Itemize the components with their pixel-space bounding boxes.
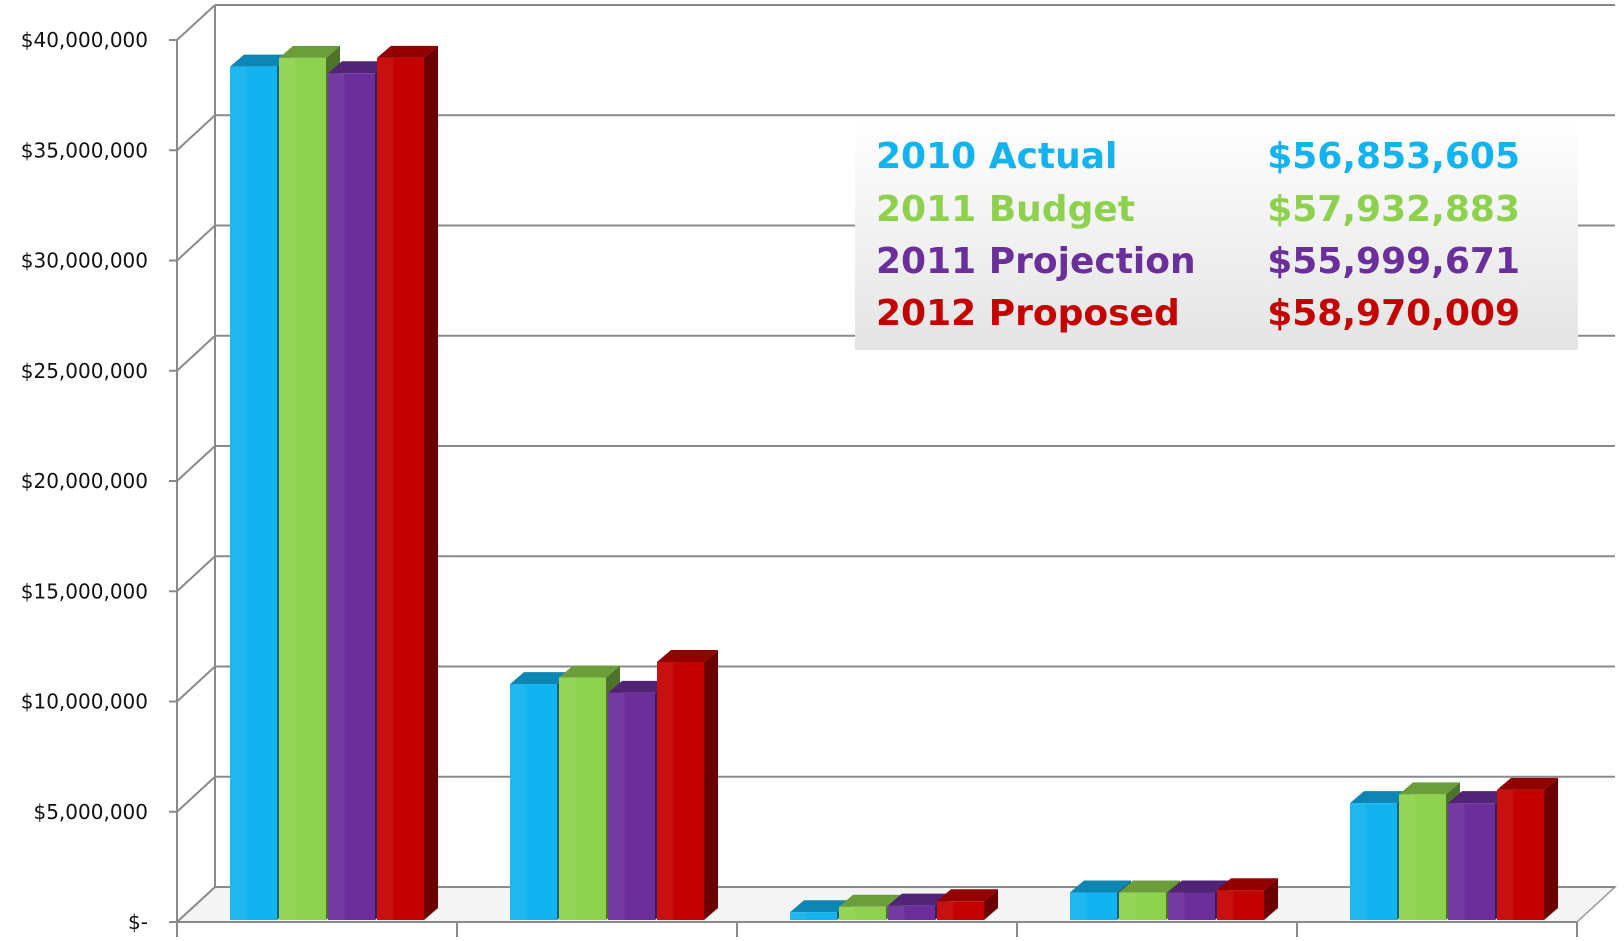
bar xyxy=(377,45,438,921)
bar-top xyxy=(790,900,851,913)
bar-highlight xyxy=(608,692,625,920)
gridline-depth xyxy=(176,114,216,151)
bar-highlight xyxy=(279,57,296,921)
bar-highlight xyxy=(377,57,394,921)
bar-highlight xyxy=(230,66,247,921)
gridline-depth xyxy=(176,886,216,923)
bar-top xyxy=(1168,880,1229,893)
bar-top xyxy=(1497,777,1558,790)
bar xyxy=(1217,878,1278,920)
y-tick-label: $20,000,000 xyxy=(21,469,148,493)
bar-highlight xyxy=(1448,803,1465,920)
bar-top xyxy=(510,672,571,685)
bar-highlight xyxy=(1217,890,1234,920)
bar-highlight xyxy=(510,684,527,920)
legend-box xyxy=(855,118,1578,350)
bar-top xyxy=(1350,791,1411,804)
gridline-depth xyxy=(176,555,216,592)
bar-top xyxy=(1119,880,1180,893)
bar-highlight xyxy=(1497,789,1514,920)
gridline-depth xyxy=(176,665,216,703)
bar-top xyxy=(839,894,900,907)
bar-top xyxy=(230,54,291,67)
y-tick-label: $40,000,000 xyxy=(21,28,148,52)
bar-side xyxy=(704,650,718,920)
gridline-depth xyxy=(176,776,216,813)
bar-side xyxy=(984,889,998,920)
bar-side xyxy=(1544,777,1558,920)
bar-side xyxy=(1264,878,1278,920)
y-tick-label: $- xyxy=(128,910,148,934)
bar-highlight xyxy=(1399,794,1416,920)
legend-total-2011-budget: $57,932,883 xyxy=(1267,189,1520,230)
y-tick-label: $10,000,000 xyxy=(21,690,148,714)
bar-highlight xyxy=(328,73,345,920)
legend-total-2012-proposed: $58,970,009 xyxy=(1267,293,1520,334)
bar-side xyxy=(424,45,438,921)
bar-front xyxy=(790,912,837,920)
legend-total-2011-projection: $55,999,671 xyxy=(1267,241,1520,282)
bar-highlight xyxy=(1350,803,1367,920)
bar-highlight xyxy=(559,677,576,920)
legend: 2010 Actual $56,853,605 2011 Budget $57,… xyxy=(855,118,1578,350)
bar-top xyxy=(377,45,438,58)
gridline-depth xyxy=(176,224,216,262)
bar-top xyxy=(657,650,718,663)
y-tick-label: $25,000,000 xyxy=(21,359,148,383)
bar-highlight xyxy=(839,906,856,920)
bar-highlight xyxy=(657,662,674,920)
y-tick-label: $5,000,000 xyxy=(33,800,148,824)
bar-top xyxy=(1217,878,1278,891)
bar-top xyxy=(1070,880,1131,893)
gridline-depth xyxy=(176,445,216,482)
legend-label-2011-projection: 2011 Projection xyxy=(876,241,1196,282)
y-tick-label: $35,000,000 xyxy=(21,138,148,162)
bar xyxy=(1497,777,1558,920)
legend-label-2012-proposed: 2012 Proposed xyxy=(876,293,1180,334)
bar-top xyxy=(937,889,998,902)
bar-top xyxy=(328,61,389,74)
bar-highlight xyxy=(790,912,807,920)
bar-top xyxy=(888,893,949,906)
bar-top xyxy=(608,680,669,693)
bars xyxy=(230,45,1558,921)
gridline-depth xyxy=(176,335,216,372)
bar-highlight xyxy=(937,901,954,920)
bar-highlight xyxy=(1119,892,1136,920)
bar-highlight xyxy=(1070,892,1087,920)
bar-top xyxy=(1448,791,1509,804)
bar xyxy=(937,889,998,920)
bar-top xyxy=(1399,782,1460,795)
bar-top xyxy=(279,45,340,58)
legend-label-2011-budget: 2011 Budget xyxy=(876,189,1135,230)
legend-total-2010-actual: $56,853,605 xyxy=(1267,136,1520,177)
y-axis: $- $5,000,000 $10,000,000 $15,000,000 $20,00… xyxy=(21,28,1578,937)
bar xyxy=(657,650,718,920)
y-tick-label: $15,000,000 xyxy=(21,579,148,603)
bar-highlight xyxy=(888,905,905,920)
y-tick-label: $30,000,000 xyxy=(21,249,148,273)
bar-highlight xyxy=(1168,892,1185,920)
gridline-depth xyxy=(176,4,216,41)
legend-label-2010-actual: 2010 Actual xyxy=(876,136,1117,177)
bar-top xyxy=(559,665,620,678)
